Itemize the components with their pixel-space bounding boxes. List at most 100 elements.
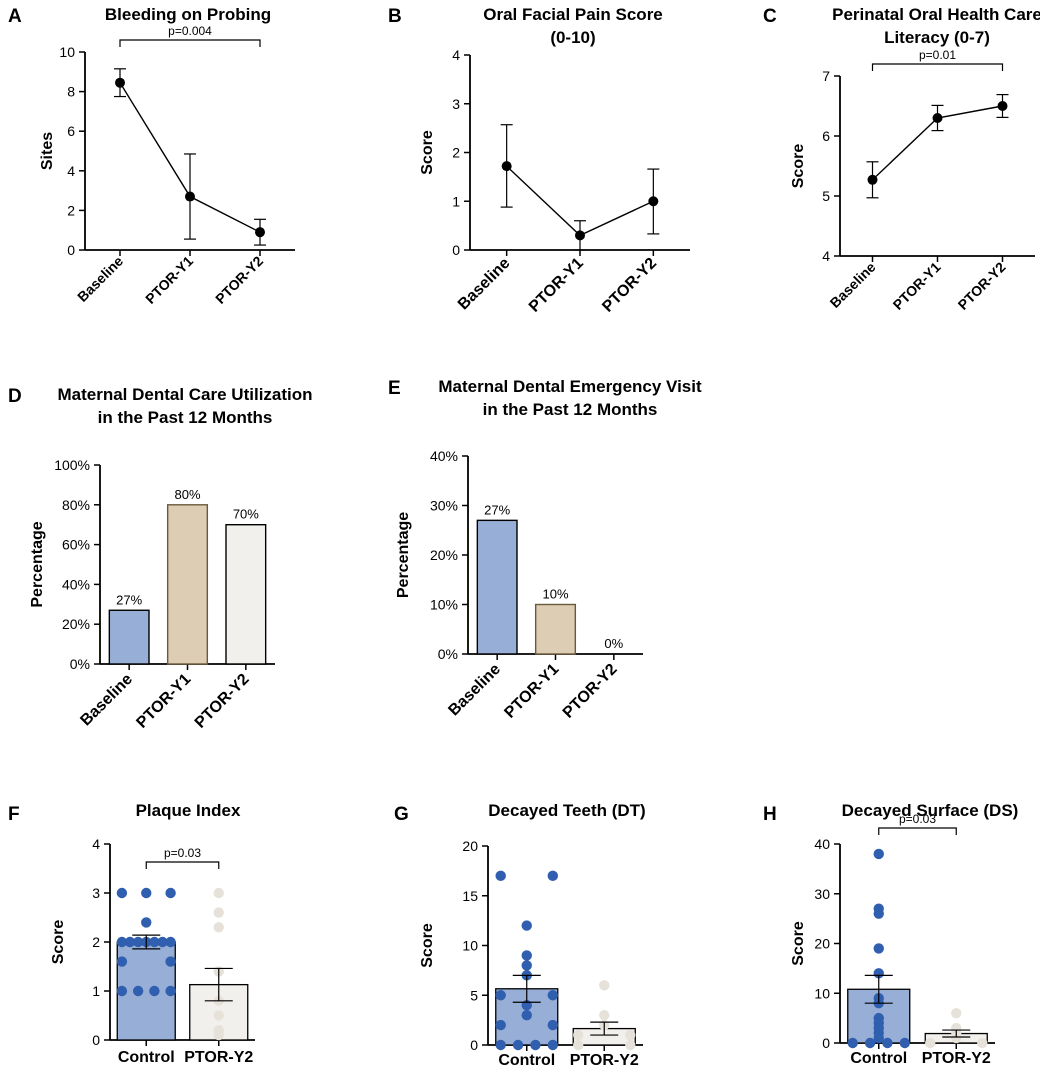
panel-f: F Plaque Index Score 0 1 2 3 4 Control PTOR-Y2 p=0… <box>0 790 320 1072</box>
data-point <box>132 985 144 997</box>
data-point <box>165 985 176 997</box>
chart-title: Oral Facial Pain Score <box>483 5 663 24</box>
data-point <box>165 887 176 899</box>
x-category-label: Baseline <box>827 259 879 311</box>
bar-data-label: 10% <box>542 587 568 602</box>
data-point <box>873 943 884 954</box>
data-point <box>116 936 128 948</box>
y-tick-label: 40% <box>62 576 90 592</box>
y-tick-label: 20% <box>62 616 90 632</box>
y-tick-label: 1 <box>452 193 460 209</box>
chart-title: Plaque Index <box>136 801 241 820</box>
x-category-label: Baseline <box>74 253 126 305</box>
data-point <box>951 1007 962 1019</box>
data-point <box>873 968 884 979</box>
x-category-label: Baseline <box>77 671 136 730</box>
data-point <box>573 1039 584 1051</box>
chart-a: A Bleeding on Probing Sites 0 2 4 6 8 10 Baseline… <box>8 5 295 307</box>
bar-data-label: 80% <box>174 487 200 502</box>
y-tick-label: 5 <box>822 188 830 204</box>
panel-letter: B <box>388 6 402 27</box>
chart-title: Decayed Surface (DS) <box>842 801 1019 820</box>
chart-title-line2: Literacy (0-7) <box>884 28 990 47</box>
data-point <box>521 960 532 971</box>
y-tick-label: 4 <box>92 836 100 852</box>
data-point <box>521 920 532 931</box>
data-point <box>255 227 265 238</box>
y-tick-label: 0% <box>438 646 458 662</box>
data-point <box>575 230 585 241</box>
y-tick-label: 3 <box>452 96 460 112</box>
data-point <box>599 1009 610 1021</box>
data-point <box>648 196 659 207</box>
data-point <box>501 161 512 172</box>
data-point <box>132 936 144 948</box>
y-axis-label: Score <box>790 921 807 966</box>
y-axis-label: Score <box>419 923 436 968</box>
x-category-label: PTOR-Y1 <box>501 661 562 722</box>
data-point <box>116 985 128 997</box>
data-point <box>899 1037 910 1049</box>
x-category-label: PTOR-Y2 <box>599 255 660 316</box>
x-category-label: Baseline <box>455 255 514 314</box>
data-point <box>512 1039 524 1051</box>
panel-letter: D <box>8 386 22 407</box>
significance-bracket <box>145 861 220 869</box>
data-point <box>149 936 160 948</box>
data-point <box>149 985 160 997</box>
y-axis-label: Score <box>790 144 807 189</box>
panel-g: G Decayed Teeth (DT) Score 0 5 10 15 20 Control P… <box>380 790 700 1072</box>
y-tick-label: 60% <box>62 537 90 553</box>
y-tick-label: 2 <box>92 934 100 950</box>
x-category-label: PTOR-Y2 <box>560 661 621 722</box>
data-point <box>141 887 152 899</box>
chart-title: Perinatal Oral Health Care <box>832 5 1040 24</box>
panel-letter: H <box>763 804 777 825</box>
panel-letter: E <box>388 378 401 399</box>
data-point <box>495 1019 506 1031</box>
y-axis-label: Score <box>50 920 67 965</box>
data-point <box>867 174 878 185</box>
x-category-label: Baseline <box>445 661 504 720</box>
y-tick-label: 4 <box>452 47 460 63</box>
p-value-label: p=0.004 <box>168 24 212 38</box>
bar <box>534 603 577 655</box>
data-point <box>213 1029 224 1041</box>
y-tick-label: 0 <box>822 1035 830 1051</box>
data-point <box>116 887 128 899</box>
p-value-label: p=0.01 <box>919 48 956 62</box>
significance-bracket <box>878 827 957 835</box>
y-tick-label: 6 <box>822 128 830 144</box>
y-tick-label: 0 <box>67 242 75 258</box>
panel-letter: G <box>394 804 409 825</box>
bar-data-label: 70% <box>233 507 259 522</box>
y-tick-label: 80% <box>62 497 90 513</box>
bar-data-label: 0% <box>604 636 623 651</box>
data-point <box>185 191 195 202</box>
y-tick-label: 0 <box>452 242 460 258</box>
x-category-label: PTOR-Y1 <box>526 255 587 316</box>
data-point <box>951 1032 962 1044</box>
data-point <box>213 922 224 933</box>
y-axis-label: Score <box>419 130 436 175</box>
data-point <box>165 956 176 967</box>
bar-data-label: 27% <box>116 592 142 607</box>
chart-f: F Plaque Index Score 0 1 2 3 4 Control PTOR-Y2 p=0… <box>8 801 255 1066</box>
data-point <box>847 1037 858 1049</box>
y-tick-label: 20 <box>462 838 478 854</box>
x-category-label: PTOR-Y2 <box>955 259 1009 313</box>
p-value-label: p=0.03 <box>164 846 201 860</box>
chart-title-line2: (0-10) <box>550 28 595 47</box>
y-tick-label: 100% <box>54 457 90 473</box>
panel-h: H Decayed Surface (DS) Score 0 10 20 30 40 Contr… <box>755 790 1040 1072</box>
data-point <box>495 1039 506 1051</box>
data-point <box>157 936 168 948</box>
panel-d: D Maternal Dental Care Utilization in the … <box>0 370 370 770</box>
chart-title-line2: in the Past 12 Months <box>98 408 273 427</box>
chart-b: B Oral Facial Pain Score (0-10) Score 0 1 2 3 4 B… <box>388 5 690 316</box>
data-point <box>521 950 532 961</box>
y-tick-label: 10 <box>462 938 478 954</box>
x-category-label: PTOR-Y2 <box>212 253 266 307</box>
x-category-label: Control <box>498 1052 555 1069</box>
data-point <box>124 936 136 948</box>
